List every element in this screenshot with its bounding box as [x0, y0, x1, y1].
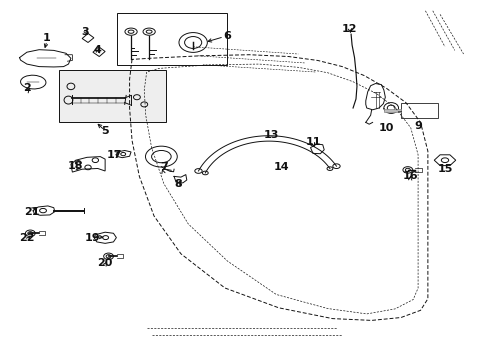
- Text: 4: 4: [94, 45, 102, 55]
- Text: 17: 17: [107, 150, 122, 160]
- Text: 18: 18: [68, 161, 83, 171]
- Text: 16: 16: [402, 171, 418, 181]
- Text: 15: 15: [436, 164, 452, 174]
- Text: 19: 19: [85, 233, 101, 243]
- Text: 1: 1: [42, 33, 50, 43]
- Text: 9: 9: [413, 121, 421, 131]
- Text: 8: 8: [174, 179, 182, 189]
- Bar: [384, 109, 401, 112]
- Text: 22: 22: [19, 233, 35, 243]
- Text: 14: 14: [273, 162, 288, 172]
- Text: 2: 2: [23, 83, 31, 93]
- Text: 3: 3: [81, 27, 89, 37]
- Text: 7: 7: [160, 162, 167, 172]
- Text: 11: 11: [305, 137, 320, 147]
- Bar: [117, 13, 227, 65]
- Text: 20: 20: [97, 258, 113, 268]
- Text: 6: 6: [223, 31, 231, 41]
- Text: 10: 10: [378, 123, 393, 133]
- Bar: [59, 70, 166, 122]
- Bar: [400, 103, 437, 118]
- Text: 21: 21: [24, 207, 40, 217]
- Text: 5: 5: [101, 126, 109, 136]
- Text: 13: 13: [263, 130, 279, 140]
- Text: 12: 12: [341, 24, 357, 34]
